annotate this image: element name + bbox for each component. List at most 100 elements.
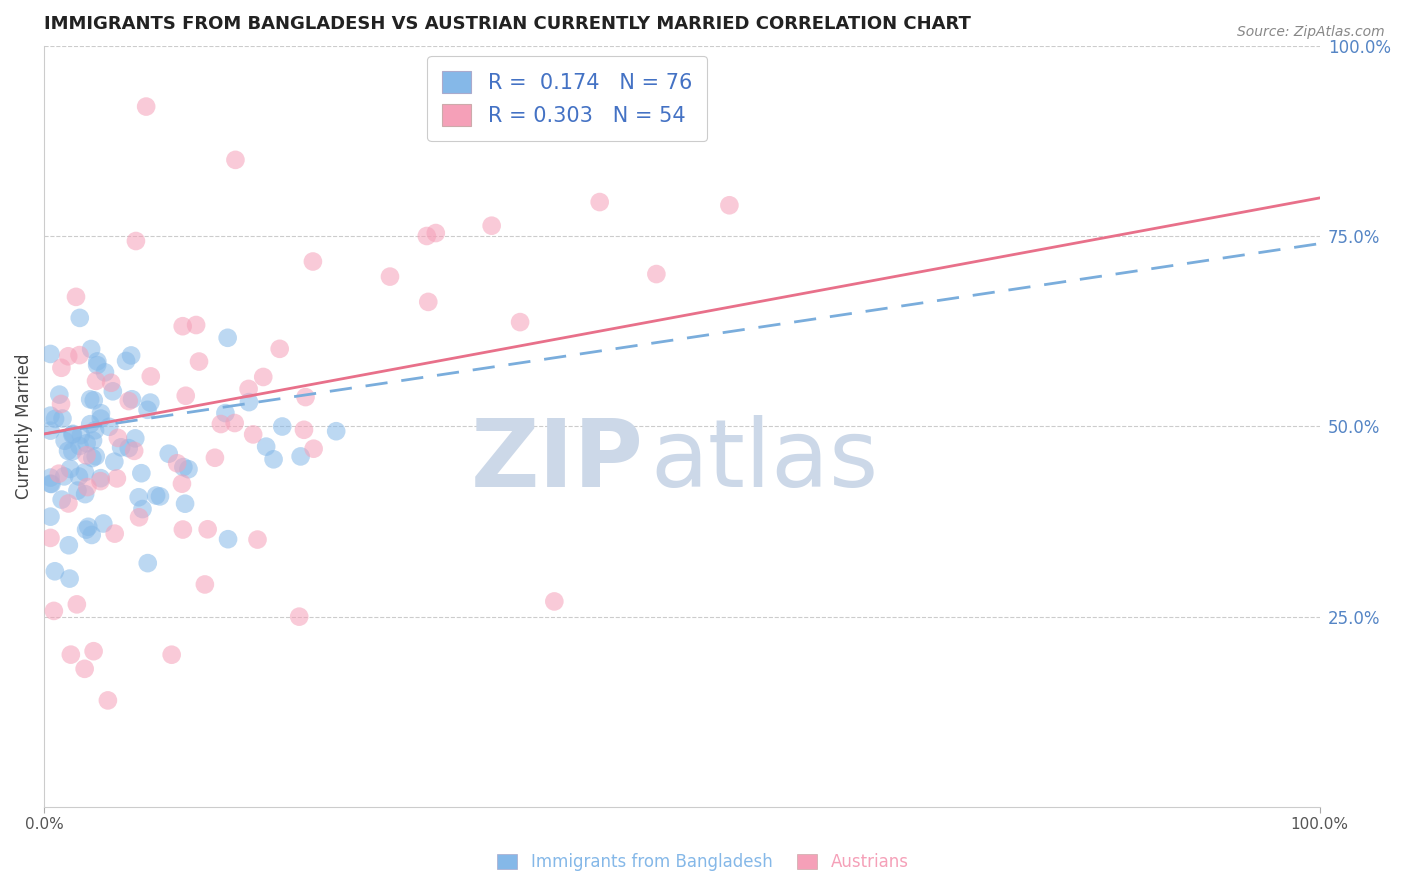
Point — [269, 342, 291, 356]
Point — [91, 516, 114, 531]
Point — [294, 390, 316, 404]
Point — [39, 509, 62, 524]
Point — [302, 442, 325, 456]
Point — [67, 469, 90, 483]
Point — [246, 533, 269, 547]
Point — [75, 523, 97, 537]
Point — [118, 441, 141, 455]
Text: Source: ZipAtlas.com: Source: ZipAtlas.com — [1237, 25, 1385, 39]
Point — [98, 419, 121, 434]
Point — [718, 198, 741, 212]
Point — [174, 389, 197, 403]
Point — [174, 497, 197, 511]
Point — [131, 502, 153, 516]
Point — [58, 538, 80, 552]
Legend: Immigrants from Bangladesh, Austrians: Immigrants from Bangladesh, Austrians — [489, 845, 917, 880]
Point — [136, 556, 159, 570]
Point — [44, 412, 66, 426]
Point — [416, 229, 439, 244]
Point — [302, 254, 325, 268]
Point — [49, 397, 72, 411]
Point — [188, 354, 211, 368]
Point — [263, 452, 285, 467]
Point — [84, 450, 107, 464]
Point — [51, 411, 73, 425]
Point — [89, 474, 111, 488]
Point — [76, 480, 98, 494]
Point — [224, 153, 246, 167]
Point — [166, 456, 188, 470]
Point — [238, 395, 260, 409]
Point — [271, 419, 294, 434]
Point — [73, 662, 96, 676]
Point — [139, 395, 162, 409]
Point — [120, 348, 142, 362]
Point — [145, 488, 167, 502]
Point — [69, 428, 91, 442]
Point — [209, 417, 232, 431]
Point — [76, 448, 98, 462]
Point — [128, 490, 150, 504]
Point — [238, 382, 260, 396]
Point — [172, 523, 194, 537]
Point — [59, 648, 82, 662]
Point — [135, 99, 157, 113]
Point — [115, 354, 138, 368]
Point — [66, 483, 89, 498]
Point — [60, 444, 83, 458]
Point — [82, 434, 104, 448]
Point — [44, 564, 66, 578]
Point — [80, 342, 103, 356]
Point — [217, 532, 239, 546]
Point — [254, 440, 277, 454]
Point — [252, 370, 274, 384]
Point — [242, 427, 264, 442]
Point — [157, 447, 180, 461]
Point — [73, 465, 96, 479]
Point — [51, 492, 73, 507]
Point — [105, 471, 128, 485]
Y-axis label: Currently Married: Currently Married — [15, 353, 32, 500]
Point — [103, 455, 125, 469]
Point — [217, 331, 239, 345]
Point — [290, 450, 312, 464]
Point — [59, 462, 82, 476]
Point — [172, 460, 194, 475]
Point — [82, 451, 104, 466]
Point — [125, 234, 148, 248]
Point — [288, 609, 311, 624]
Point — [62, 426, 84, 441]
Point — [42, 604, 65, 618]
Point — [39, 476, 62, 491]
Point — [69, 310, 91, 325]
Point — [77, 520, 100, 534]
Point — [107, 431, 129, 445]
Point — [224, 416, 246, 430]
Point — [83, 644, 105, 658]
Point — [172, 319, 194, 334]
Point — [53, 469, 76, 483]
Point — [69, 439, 91, 453]
Point — [41, 477, 63, 491]
Text: IMMIGRANTS FROM BANGLADESH VS AUSTRIAN CURRENTLY MARRIED CORRELATION CHART: IMMIGRANTS FROM BANGLADESH VS AUSTRIAN C… — [44, 15, 972, 33]
Point — [86, 354, 108, 368]
Text: ZIP: ZIP — [471, 415, 644, 507]
Point — [136, 402, 159, 417]
Point — [39, 347, 62, 361]
Point — [204, 450, 226, 465]
Point — [79, 417, 101, 432]
Point — [378, 269, 401, 284]
Point — [139, 369, 162, 384]
Point — [101, 384, 124, 399]
Point — [543, 594, 565, 608]
Point — [60, 427, 83, 442]
Point — [122, 443, 145, 458]
Point — [197, 522, 219, 536]
Point — [39, 409, 62, 423]
Point — [48, 387, 70, 401]
Point — [160, 648, 183, 662]
Point — [53, 434, 76, 448]
Point — [589, 195, 612, 210]
Point — [292, 423, 315, 437]
Point — [149, 490, 172, 504]
